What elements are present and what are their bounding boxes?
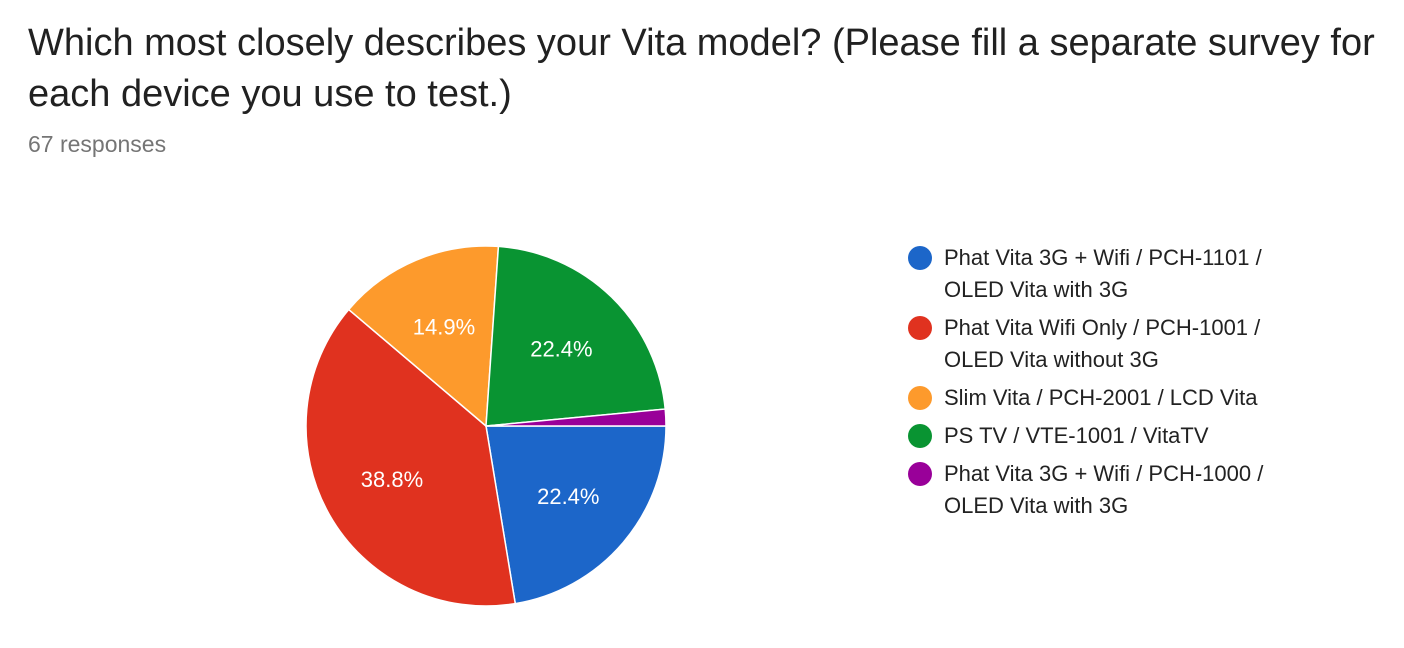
pie-slice-5[interactable] [485, 408, 667, 427]
legend-swatch-icon [908, 424, 932, 448]
legend-item-5[interactable]: Phat Vita 3G + Wifi / PCH-1000 / OLED Vi… [908, 458, 1388, 522]
legend-item-2[interactable]: Phat Vita Wifi Only / PCH-1001 / OLED Vi… [908, 312, 1388, 376]
legend-swatch-icon [908, 462, 932, 486]
legend-swatch-icon [908, 386, 932, 410]
legend-swatch-icon [908, 246, 932, 270]
legend-item-1[interactable]: Phat Vita 3G + Wifi / PCH-1101 / OLED Vi… [908, 242, 1388, 306]
slice-label-2: 38.8% [361, 467, 423, 492]
pie-slice-3[interactable] [347, 245, 500, 428]
legend-label: Phat Vita 3G + Wifi / PCH-1101 / OLED Vi… [944, 245, 1262, 302]
response-count: 67 responses [28, 131, 167, 157]
legend-label: Phat Vita Wifi Only / PCH-1001 / OLED Vi… [944, 315, 1261, 372]
pie-slice-1[interactable] [485, 425, 667, 605]
slice-label-3: 14.9% [413, 315, 475, 340]
legend-item-3[interactable]: Slim Vita / PCH-2001 / LCD Vita [908, 382, 1388, 414]
chart-title: Which most closely describes your Vita m… [28, 22, 1375, 115]
chart-legend: Phat Vita 3G + Wifi / PCH-1101 / OLED Vi… [908, 242, 1388, 528]
legend-label: PS TV / VTE-1001 / VitaTV [944, 423, 1209, 448]
legend-label: Phat Vita 3G + Wifi / PCH-1000 / OLED Vi… [944, 461, 1264, 518]
slice-label-4: 22.4% [530, 337, 592, 362]
pie-slice-4[interactable] [485, 245, 667, 427]
legend-item-4[interactable]: PS TV / VTE-1001 / VitaTV [908, 420, 1388, 452]
slice-label-1: 22.4% [537, 484, 599, 509]
legend-swatch-icon [908, 316, 932, 340]
pie-slice-2[interactable] [305, 308, 517, 607]
legend-label: Slim Vita / PCH-2001 / LCD Vita [944, 385, 1258, 410]
